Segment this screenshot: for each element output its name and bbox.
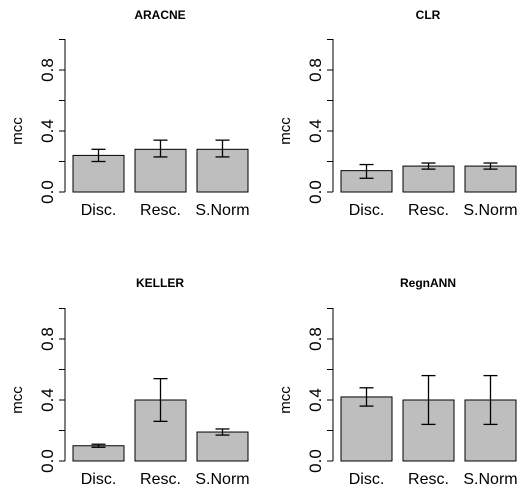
y-tick-label: 0.0 xyxy=(306,180,325,204)
category-label: Disc. xyxy=(349,202,385,219)
panel-regnann: RegnANN 0.0 0.4 0.8 mcc Disc. Resc. S.Norm xyxy=(277,276,518,488)
y-tick-label: 0.4 xyxy=(38,119,57,143)
panel-clr: CLR 0.0 0.4 0.8 mcc Disc. Resc. S.Norm xyxy=(277,8,518,219)
panel-title: CLR xyxy=(416,8,441,22)
category-label: S.Norm xyxy=(195,471,249,488)
category-label: Disc. xyxy=(81,471,117,488)
category-label: Resc. xyxy=(140,471,181,488)
category-label: Resc. xyxy=(408,202,449,219)
panel-aracne: ARACNE 0.0 0.4 0.8 mcc Disc. Resc. S.Norm xyxy=(9,8,250,219)
category-label: Disc. xyxy=(349,471,385,488)
bar-snorm xyxy=(196,431,249,462)
y-axis-label: mcc xyxy=(9,386,26,414)
y-tick-label: 0.4 xyxy=(38,388,57,412)
y-tick-label: 0.8 xyxy=(38,327,57,351)
y-tick-label: 0.4 xyxy=(306,119,325,143)
bar-snorm xyxy=(464,165,517,193)
category-label: Resc. xyxy=(408,471,449,488)
bar-disc xyxy=(72,445,125,462)
y-axis-label: mcc xyxy=(277,386,294,414)
y-tick-label: 0.8 xyxy=(38,58,57,82)
bar-resc xyxy=(402,165,455,193)
bar-disc xyxy=(340,396,393,462)
category-label: S.Norm xyxy=(463,202,517,219)
y-tick-label: 0.0 xyxy=(38,449,57,473)
panel-keller: KELLER 0.0 0.4 0.8 mcc Disc. Resc. S.Norm xyxy=(9,276,250,488)
y-tick-label: 0.8 xyxy=(306,58,325,82)
y-axis-label: mcc xyxy=(9,117,26,145)
y-tick-label: 0.0 xyxy=(38,180,57,204)
y-tick-label: 0.4 xyxy=(306,388,325,412)
category-label: S.Norm xyxy=(195,202,249,219)
panel-title: RegnANN xyxy=(400,276,456,290)
category-label: S.Norm xyxy=(463,471,517,488)
y-axis-label: mcc xyxy=(277,117,294,145)
y-tick-label: 0.8 xyxy=(306,327,325,351)
category-label: Disc. xyxy=(81,202,117,219)
y-tick-label: 0.0 xyxy=(306,449,325,473)
panel-title: KELLER xyxy=(136,276,184,290)
panel-title: ARACNE xyxy=(134,8,185,22)
category-label: Resc. xyxy=(140,202,181,219)
